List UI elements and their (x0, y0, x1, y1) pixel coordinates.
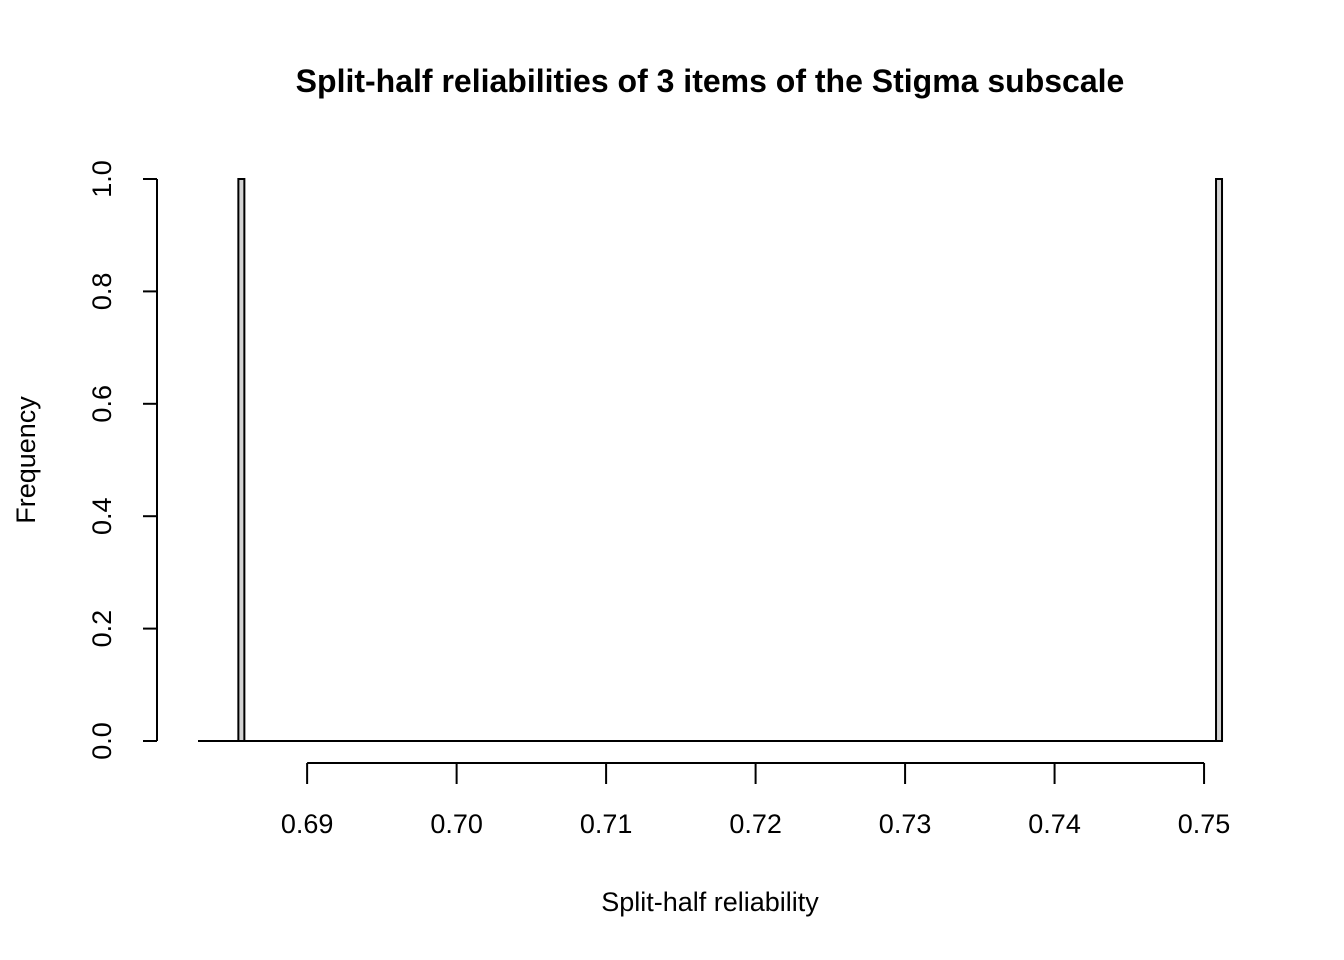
chart-title: Split-half reliabilities of 3 items of t… (296, 63, 1125, 99)
y-tick-label-0: 0.0 (87, 722, 117, 760)
x-tick-label-0: 0.69 (281, 809, 334, 839)
histogram-bar-1 (1215, 178, 1224, 742)
histogram-bar-0 (237, 178, 246, 742)
x-tick-label-3: 0.72 (729, 809, 782, 839)
x-tick-label-4: 0.73 (879, 809, 932, 839)
y-tick-label-2: 0.4 (87, 497, 117, 535)
y-tick-label-1: 0.2 (87, 610, 117, 648)
x-tick-label-2: 0.71 (580, 809, 633, 839)
y-tick-label-5: 1.0 (87, 160, 117, 198)
x-tick-label-5: 0.74 (1028, 809, 1081, 839)
x-tick-label-1: 0.70 (430, 809, 483, 839)
y-tick-label-4: 0.8 (87, 273, 117, 311)
x-axis: 0.69 0.70 0.71 0.72 0.73 0.74 0.75 (281, 762, 1231, 839)
x-axis-label: Split-half reliability (601, 887, 819, 917)
x-tick-label-6: 0.75 (1178, 809, 1231, 839)
y-tick-label-3: 0.6 (87, 385, 117, 423)
y-axis-label: Frequency (11, 396, 41, 524)
y-axis: 0.0 0.2 0.4 0.6 0.8 1.0 (87, 160, 158, 760)
bars-group (198, 178, 1224, 742)
